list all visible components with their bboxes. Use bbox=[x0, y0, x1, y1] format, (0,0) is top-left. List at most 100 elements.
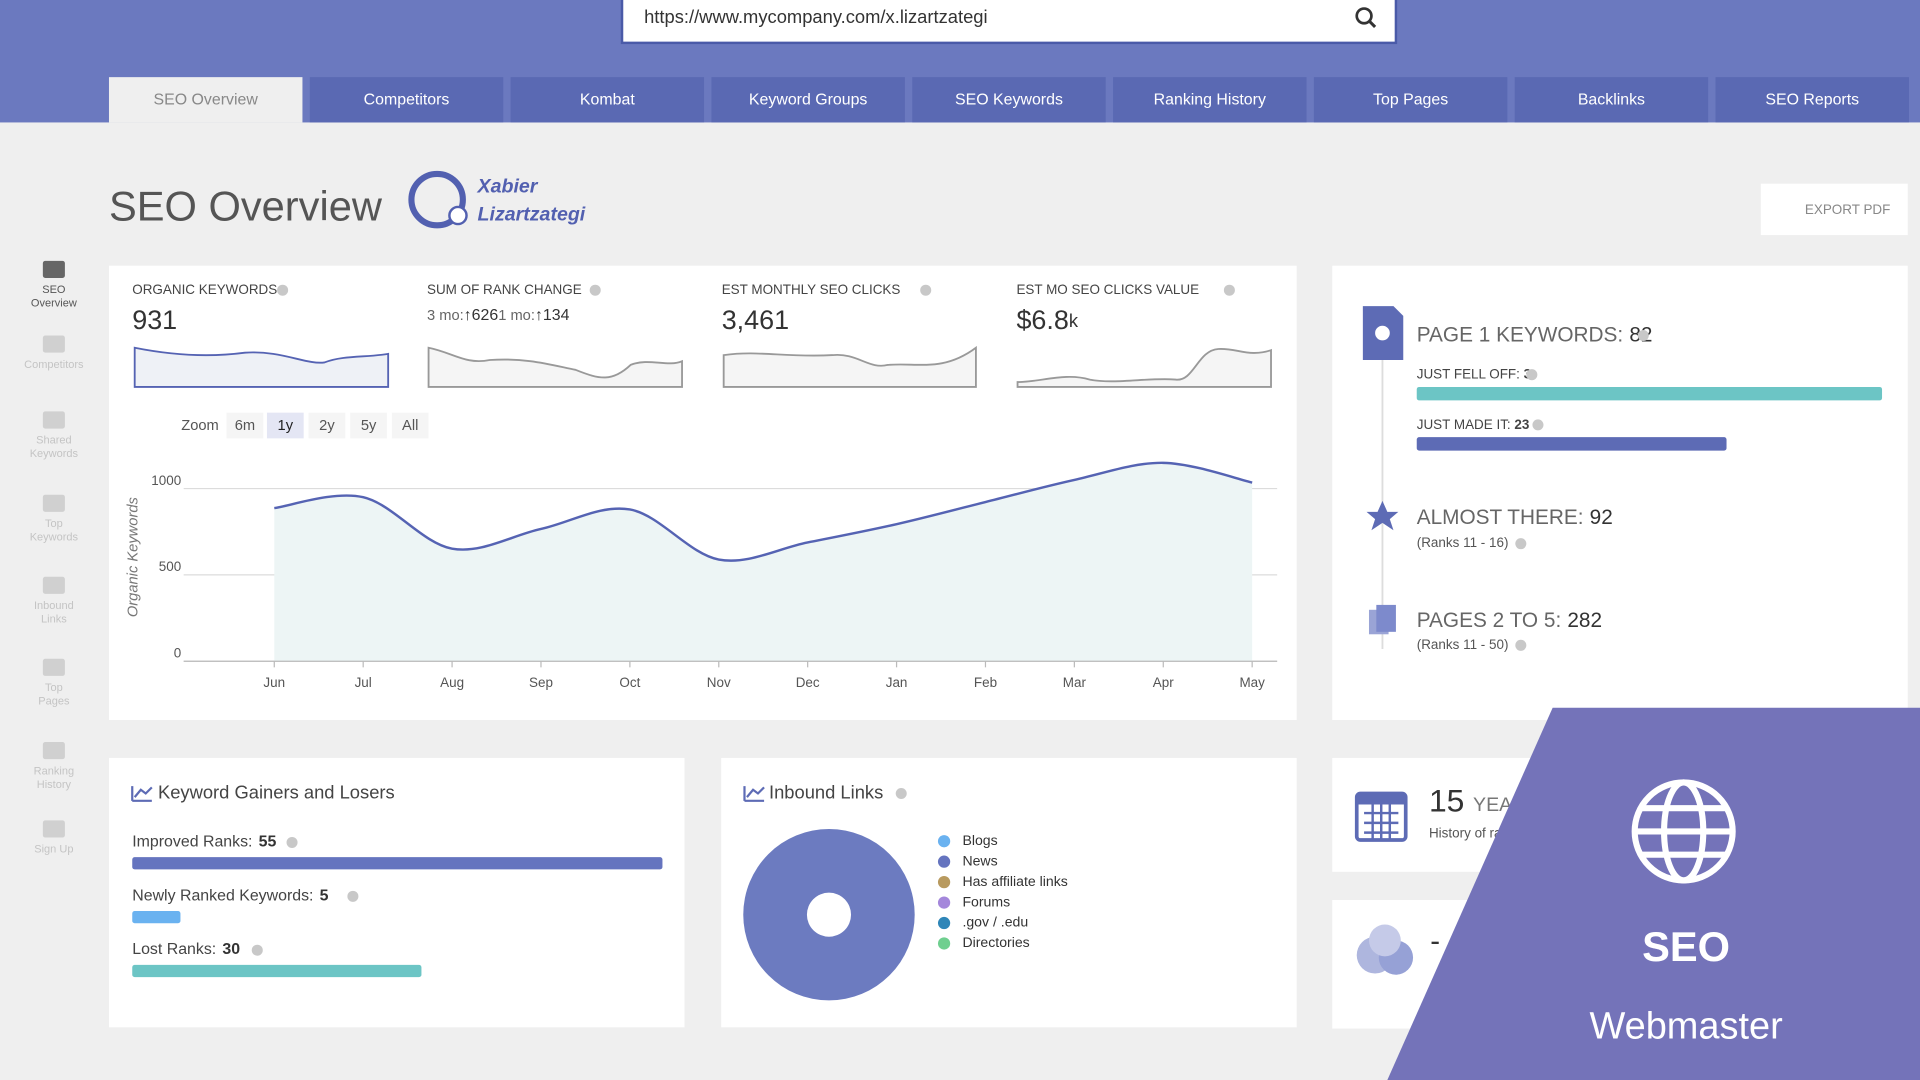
zoom-button[interactable] bbox=[266, 412, 304, 439]
tab[interactable] bbox=[1313, 77, 1508, 123]
logo bbox=[408, 170, 468, 229]
help-icon[interactable] bbox=[589, 284, 601, 296]
sidebar-icon[interactable] bbox=[42, 576, 65, 594]
help-icon[interactable] bbox=[251, 944, 263, 956]
sidebar-icon[interactable] bbox=[42, 742, 65, 760]
zoom-button[interactable] bbox=[350, 412, 387, 439]
zoom-button[interactable] bbox=[308, 412, 346, 439]
line bbox=[274, 461, 1253, 562]
help-icon[interactable] bbox=[920, 284, 932, 296]
legend-label[interactable]: Blogs bbox=[962, 832, 997, 848]
sidebar-label[interactable]: Top bbox=[45, 518, 63, 530]
legend-label[interactable]: .gov / .edu bbox=[962, 914, 1028, 930]
tab-label[interactable]: Top Pages bbox=[1373, 92, 1448, 109]
tab-label[interactable]: Ranking History bbox=[1154, 92, 1266, 109]
y-tick-label: 0 bbox=[174, 645, 181, 660]
sidebar-label[interactable]: Inbound bbox=[34, 600, 74, 612]
sidebar-label[interactable]: Keywords bbox=[30, 531, 79, 543]
export-button[interactable] bbox=[1760, 183, 1908, 236]
gainer-label: Improved Ranks: 55 bbox=[132, 834, 276, 851]
sidebar-label[interactable]: Ranking bbox=[34, 765, 74, 777]
help-icon[interactable] bbox=[1515, 639, 1527, 651]
sidebar-icon[interactable] bbox=[42, 335, 65, 353]
help-icon[interactable] bbox=[1532, 419, 1544, 431]
zoom-button[interactable] bbox=[391, 412, 429, 439]
tab-label[interactable]: Competitors bbox=[364, 92, 450, 109]
tab[interactable] bbox=[510, 77, 705, 123]
sidebar-icon[interactable] bbox=[42, 494, 65, 512]
summary-sub: JUST MADE IT: 23 bbox=[1417, 416, 1530, 431]
help-icon[interactable] bbox=[1526, 369, 1538, 381]
calendar-icon bbox=[1354, 791, 1408, 842]
address-bar[interactable] bbox=[620, 0, 1398, 45]
url-text[interactable]: https://www.mycompany.com/x.lizartzategi bbox=[644, 6, 988, 27]
tab[interactable] bbox=[1514, 77, 1709, 123]
summary-sub-part: JUST MADE IT: bbox=[1417, 416, 1511, 431]
zoom-button[interactable] bbox=[226, 412, 264, 439]
zoom-option[interactable]: 6m bbox=[235, 418, 255, 434]
help-icon[interactable] bbox=[895, 787, 907, 799]
tab-label[interactable]: SEO Reports bbox=[1765, 92, 1859, 109]
card-title: Inbound Links bbox=[769, 781, 883, 802]
legend-dot[interactable] bbox=[937, 916, 951, 930]
export-label[interactable]: EXPORT PDF bbox=[1805, 202, 1890, 217]
tab-label[interactable]: SEO Keywords bbox=[955, 92, 1063, 109]
gainer-label-part: Newly Ranked Keywords: bbox=[132, 888, 313, 905]
help-icon[interactable] bbox=[277, 284, 289, 296]
metric-value: $6.8k bbox=[1016, 305, 1078, 335]
sidebar-icon[interactable] bbox=[42, 658, 65, 676]
legend-label[interactable]: Directories bbox=[962, 934, 1029, 950]
help-icon[interactable] bbox=[286, 836, 298, 848]
sidebar-label[interactable]: Top bbox=[45, 682, 63, 694]
chart-icon bbox=[131, 786, 153, 802]
tab-label[interactable]: Backlinks bbox=[1578, 92, 1645, 109]
legend-dot[interactable] bbox=[937, 896, 951, 909]
pages-icon bbox=[1368, 604, 1396, 635]
legend-dot[interactable] bbox=[937, 876, 951, 889]
sidebar-label[interactable]: History bbox=[37, 779, 72, 791]
sidebar-label[interactable]: Competitors bbox=[24, 359, 84, 371]
metric-value-part: 931 bbox=[132, 305, 177, 335]
tab-label[interactable]: Keyword Groups bbox=[749, 92, 868, 109]
tab[interactable] bbox=[711, 77, 905, 123]
legend-label[interactable]: News bbox=[962, 852, 997, 868]
legend-dot[interactable] bbox=[937, 937, 951, 950]
tab[interactable] bbox=[912, 77, 1106, 123]
help-icon[interactable] bbox=[1515, 538, 1527, 550]
sidebar-label[interactable]: Pages bbox=[38, 696, 70, 708]
metric-label: SUM OF RANK CHANGE bbox=[427, 282, 582, 297]
legend-dot[interactable] bbox=[937, 855, 951, 868]
tab[interactable] bbox=[309, 77, 504, 123]
gainer-label-part: Lost Ranks: bbox=[132, 941, 216, 958]
tab[interactable] bbox=[108, 77, 303, 123]
sidebar-label[interactable]: Links bbox=[41, 613, 67, 625]
sidebar-icon[interactable] bbox=[42, 260, 65, 278]
sidebar-icon[interactable] bbox=[42, 820, 65, 838]
sidebar-label[interactable]: Overview bbox=[31, 298, 77, 310]
help-icon[interactable] bbox=[347, 890, 359, 902]
tab-label[interactable]: Kombat bbox=[580, 92, 635, 109]
sidebar-label[interactable]: Keywords bbox=[30, 448, 79, 460]
sidebar-icon[interactable] bbox=[42, 411, 65, 429]
tab[interactable] bbox=[1113, 77, 1307, 123]
summary-heading: PAGE 1 KEYWORDS:82 bbox=[1417, 323, 1653, 346]
search-icon[interactable] bbox=[1355, 7, 1377, 29]
zoom-option[interactable]: 5y bbox=[361, 418, 377, 434]
zoom-option[interactable]: 2y bbox=[319, 418, 335, 434]
legend-label[interactable]: Has affiliate links bbox=[962, 873, 1067, 889]
help-icon[interactable] bbox=[1637, 330, 1649, 342]
tab[interactable] bbox=[1715, 77, 1909, 123]
sidebar-label[interactable]: Sign Up bbox=[34, 844, 73, 856]
legend-dot[interactable] bbox=[937, 835, 951, 848]
metric-value: 3,461 bbox=[722, 305, 789, 335]
gainer-label-part: 55 bbox=[259, 834, 277, 851]
sidebar-label[interactable]: SEO bbox=[42, 284, 66, 296]
help-icon[interactable] bbox=[1223, 284, 1235, 296]
summary-heading-part: ALMOST THERE: bbox=[1417, 505, 1584, 528]
tab-label[interactable]: SEO Overview bbox=[154, 92, 259, 109]
metric-value: 931 bbox=[132, 305, 177, 335]
zoom-option[interactable]: 1y bbox=[278, 418, 294, 434]
legend-label[interactable]: Forums bbox=[962, 893, 1010, 909]
sidebar-label[interactable]: Shared bbox=[36, 435, 72, 447]
zoom-option[interactable]: All bbox=[402, 418, 418, 434]
